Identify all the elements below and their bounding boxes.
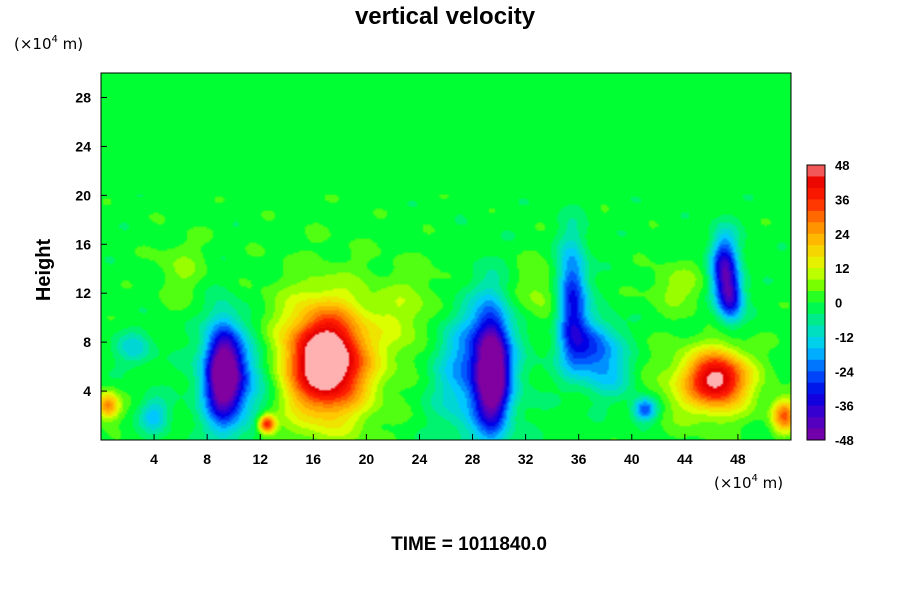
x-tick-label: 20 <box>359 451 375 467</box>
colorbar-segment <box>807 405 825 418</box>
colorbar-tick-label: 0 <box>835 296 842 311</box>
y-unit-label: (×104 m) <box>14 34 83 53</box>
colorbar-segment <box>807 279 825 292</box>
y-tick-label: 8 <box>83 334 91 350</box>
plot-frame <box>100 72 792 441</box>
time-caption: TIME = 1011840.0 <box>391 534 547 555</box>
x-unit-label: (×104 m) <box>714 473 783 492</box>
x-tick-label: 40 <box>624 451 640 467</box>
colorbar-segment <box>807 187 825 200</box>
colorbar-segment <box>807 291 825 303</box>
y-tick-label: 20 <box>75 187 91 203</box>
y-tick-label: 28 <box>75 89 91 105</box>
x-tick-label: 36 <box>571 451 587 467</box>
colorbar-segment <box>807 210 825 223</box>
x-axis-ticks: 4 8 12 16 20 24 28 32 36 40 44 48 <box>150 434 746 467</box>
colorbar-segment <box>807 302 825 315</box>
colorbar-tick-label: -36 <box>835 399 854 414</box>
colorbar-segment <box>807 165 825 177</box>
colorbar-segment <box>807 325 825 338</box>
colorbar-segment <box>807 199 825 212</box>
x-tick-label: 28 <box>465 451 481 467</box>
colorbar-tick-label: 48 <box>835 158 849 173</box>
x-tick-label: 4 <box>150 451 158 467</box>
x-tick-label: 48 <box>730 451 746 467</box>
colorbar-segment <box>807 233 825 246</box>
x-tick-label: 32 <box>518 451 534 467</box>
colorbar-segment <box>807 394 825 407</box>
colorbar-segment <box>807 371 825 384</box>
y-tick-label: 16 <box>75 236 91 252</box>
colorbar-segment <box>807 313 825 326</box>
x-tick-label: 44 <box>677 451 693 467</box>
colorbar-segment <box>807 256 825 269</box>
colorbar-segment <box>807 417 825 430</box>
y-tick-label: 4 <box>83 383 91 399</box>
colorbar-segment <box>807 176 825 189</box>
y-tick-label: 12 <box>75 285 91 301</box>
heatmap-field <box>101 73 791 440</box>
colorbar-segment <box>807 268 825 281</box>
colorbar-segment <box>807 245 825 258</box>
colorbar-ticks: 48 36 24 12 0 -12 -24 -36 -48 <box>835 158 855 448</box>
y-tick-label: 24 <box>75 138 91 154</box>
colorbar-segment <box>807 222 825 235</box>
colorbar-tick-label: 12 <box>835 261 849 276</box>
colorbar <box>806 164 826 441</box>
colorbar-segment <box>807 348 825 361</box>
colorbar-tick-label: -12 <box>835 330 854 345</box>
colorbar-segment <box>807 336 825 349</box>
colorbar-tick-label: -48 <box>835 433 854 448</box>
x-tick-label: 24 <box>412 451 428 467</box>
colorbar-tick-label: 36 <box>835 192 849 207</box>
y-axis-ticks: 4 8 12 16 20 24 28 <box>75 89 107 399</box>
colorbar-frame <box>806 164 826 441</box>
x-tick-label: 12 <box>252 451 268 467</box>
x-tick-label: 16 <box>306 451 322 467</box>
x-tick-label: 8 <box>203 451 211 467</box>
colorbar-tick-label: -24 <box>835 364 855 379</box>
colorbar-segment <box>807 428 825 441</box>
colorbar-segment <box>807 359 825 372</box>
colorbar-tick-label: 24 <box>835 227 850 242</box>
colorbar-segment <box>807 382 825 395</box>
chart-title: vertical velocity <box>355 3 536 30</box>
y-axis-label: Height <box>33 239 55 302</box>
